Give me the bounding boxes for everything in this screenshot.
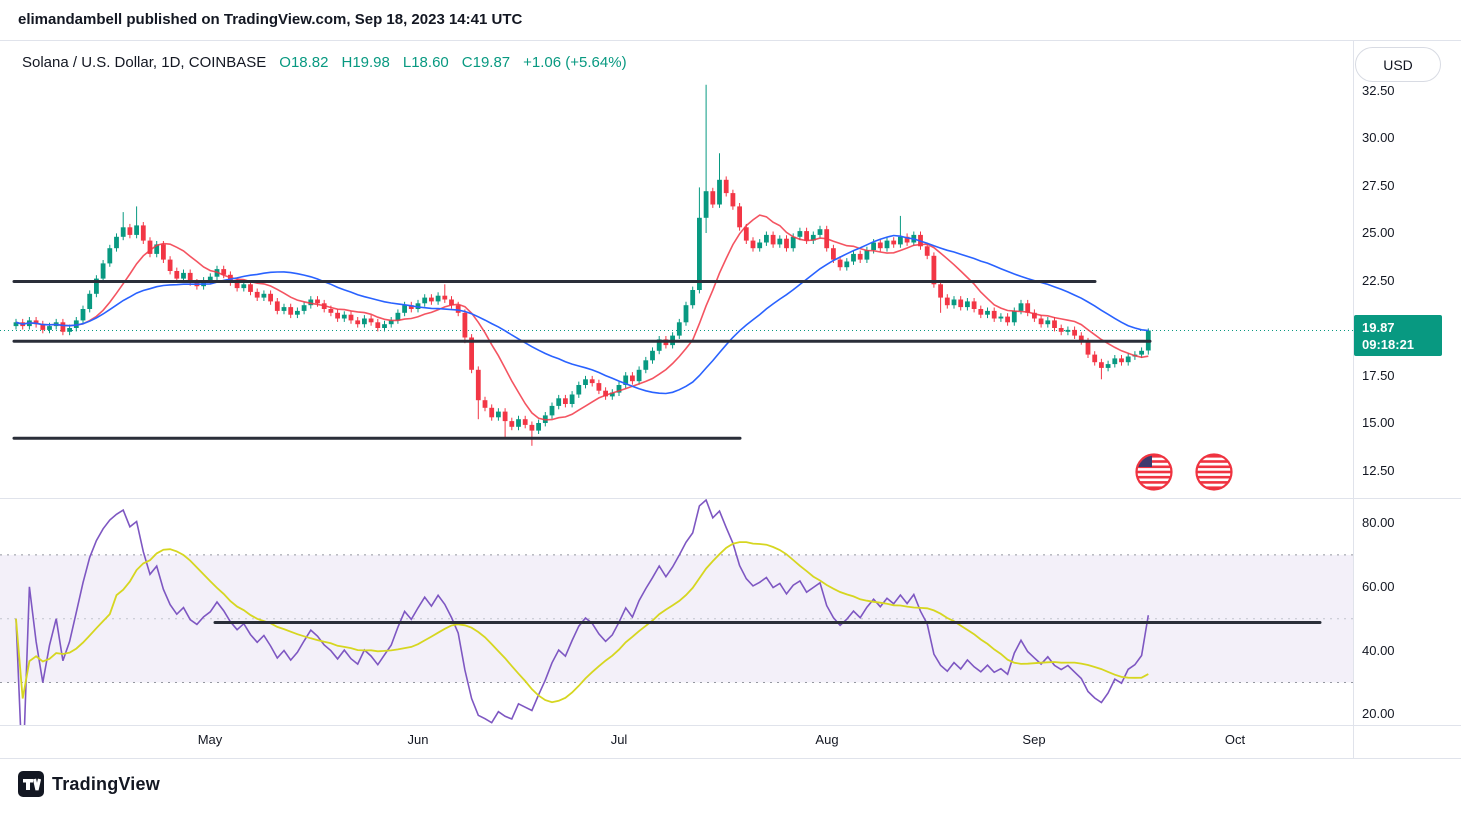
price-tick-label: 15.00 (1362, 415, 1395, 430)
ma-fast-line (15, 214, 1149, 421)
price-tick-label: 17.50 (1362, 368, 1395, 383)
open-value: 18.82 (290, 54, 329, 71)
change-value: +1.06 (+5.64%) (523, 54, 627, 71)
widget-bottom-divider (0, 758, 1461, 759)
rsi-chart-svg[interactable] (0, 498, 1353, 779)
ohlc-close: C19.87 (462, 54, 510, 71)
rsi-ma-line (15, 541, 1149, 704)
high-value: 19.98 (352, 54, 390, 71)
date-tick-label: Jul (610, 732, 628, 747)
date-tick-label: May (197, 732, 223, 747)
rsi-tick-label: 20.00 (1362, 706, 1395, 721)
date-tick-label: Oct (1224, 732, 1246, 747)
current-price: 19.87 (1362, 320, 1395, 335)
pane-divider (0, 498, 1461, 499)
low-value: 18.60 (411, 54, 449, 71)
rsi-tick-label: 40.00 (1362, 643, 1395, 658)
symbol-legend: Solana / U.S. Dollar, 1D, COINBASE O18.82… (22, 54, 627, 71)
us-flag-circle[interactable] (1137, 455, 1171, 489)
price-axis-divider (1353, 40, 1354, 758)
tradingview-brand[interactable]: TradingView (52, 773, 160, 794)
footer: TradingView (18, 771, 160, 797)
date-tick-label: Aug (815, 732, 839, 747)
rsi-pane[interactable] (0, 498, 1353, 779)
publish-attribution: elimandambell published on TradingView.c… (18, 11, 523, 28)
price-tick-label: 22.50 (1362, 273, 1395, 288)
price-tick-label: 27.50 (1362, 178, 1395, 193)
ohlc-open: O18.82 (279, 54, 328, 71)
price-tick-label: 32.50 (1362, 83, 1395, 98)
main-chart-svg[interactable] (0, 40, 1353, 498)
price-tick-label: 25.00 (1362, 225, 1395, 240)
header-divider (0, 40, 1461, 41)
date-tick-label: Sep (1022, 732, 1046, 747)
rsi-tick-label: 80.00 (1362, 515, 1395, 530)
ohlc-low: L18.60 (403, 54, 449, 71)
date-axis-divider (0, 725, 1461, 726)
close-value: 19.87 (472, 54, 511, 71)
symbol-title[interactable]: Solana / U.S. Dollar, 1D, COINBASE (22, 54, 267, 71)
bar-countdown: 09:18:21 (1362, 337, 1415, 352)
us-flag-circle-stripes[interactable] (1197, 455, 1231, 489)
open-label: O (279, 54, 291, 71)
high-label: H (341, 54, 353, 71)
low-label: L (402, 54, 412, 71)
tradingview-logo-icon[interactable] (18, 771, 44, 797)
currency-toggle-button[interactable]: USD (1355, 47, 1441, 82)
main-price-pane[interactable] (0, 40, 1353, 498)
price-tick-label: 12.50 (1362, 463, 1395, 478)
ohlc-high: H19.98 (341, 54, 389, 71)
price-tick-label: 30.00 (1362, 130, 1395, 145)
date-tick-label: Jun (407, 732, 429, 747)
current-price-badge: 19.87 09:18:21 (1354, 315, 1442, 356)
rsi-tick-label: 60.00 (1362, 579, 1395, 594)
ma-slow-line (15, 234, 1149, 395)
close-label: C (461, 54, 473, 71)
